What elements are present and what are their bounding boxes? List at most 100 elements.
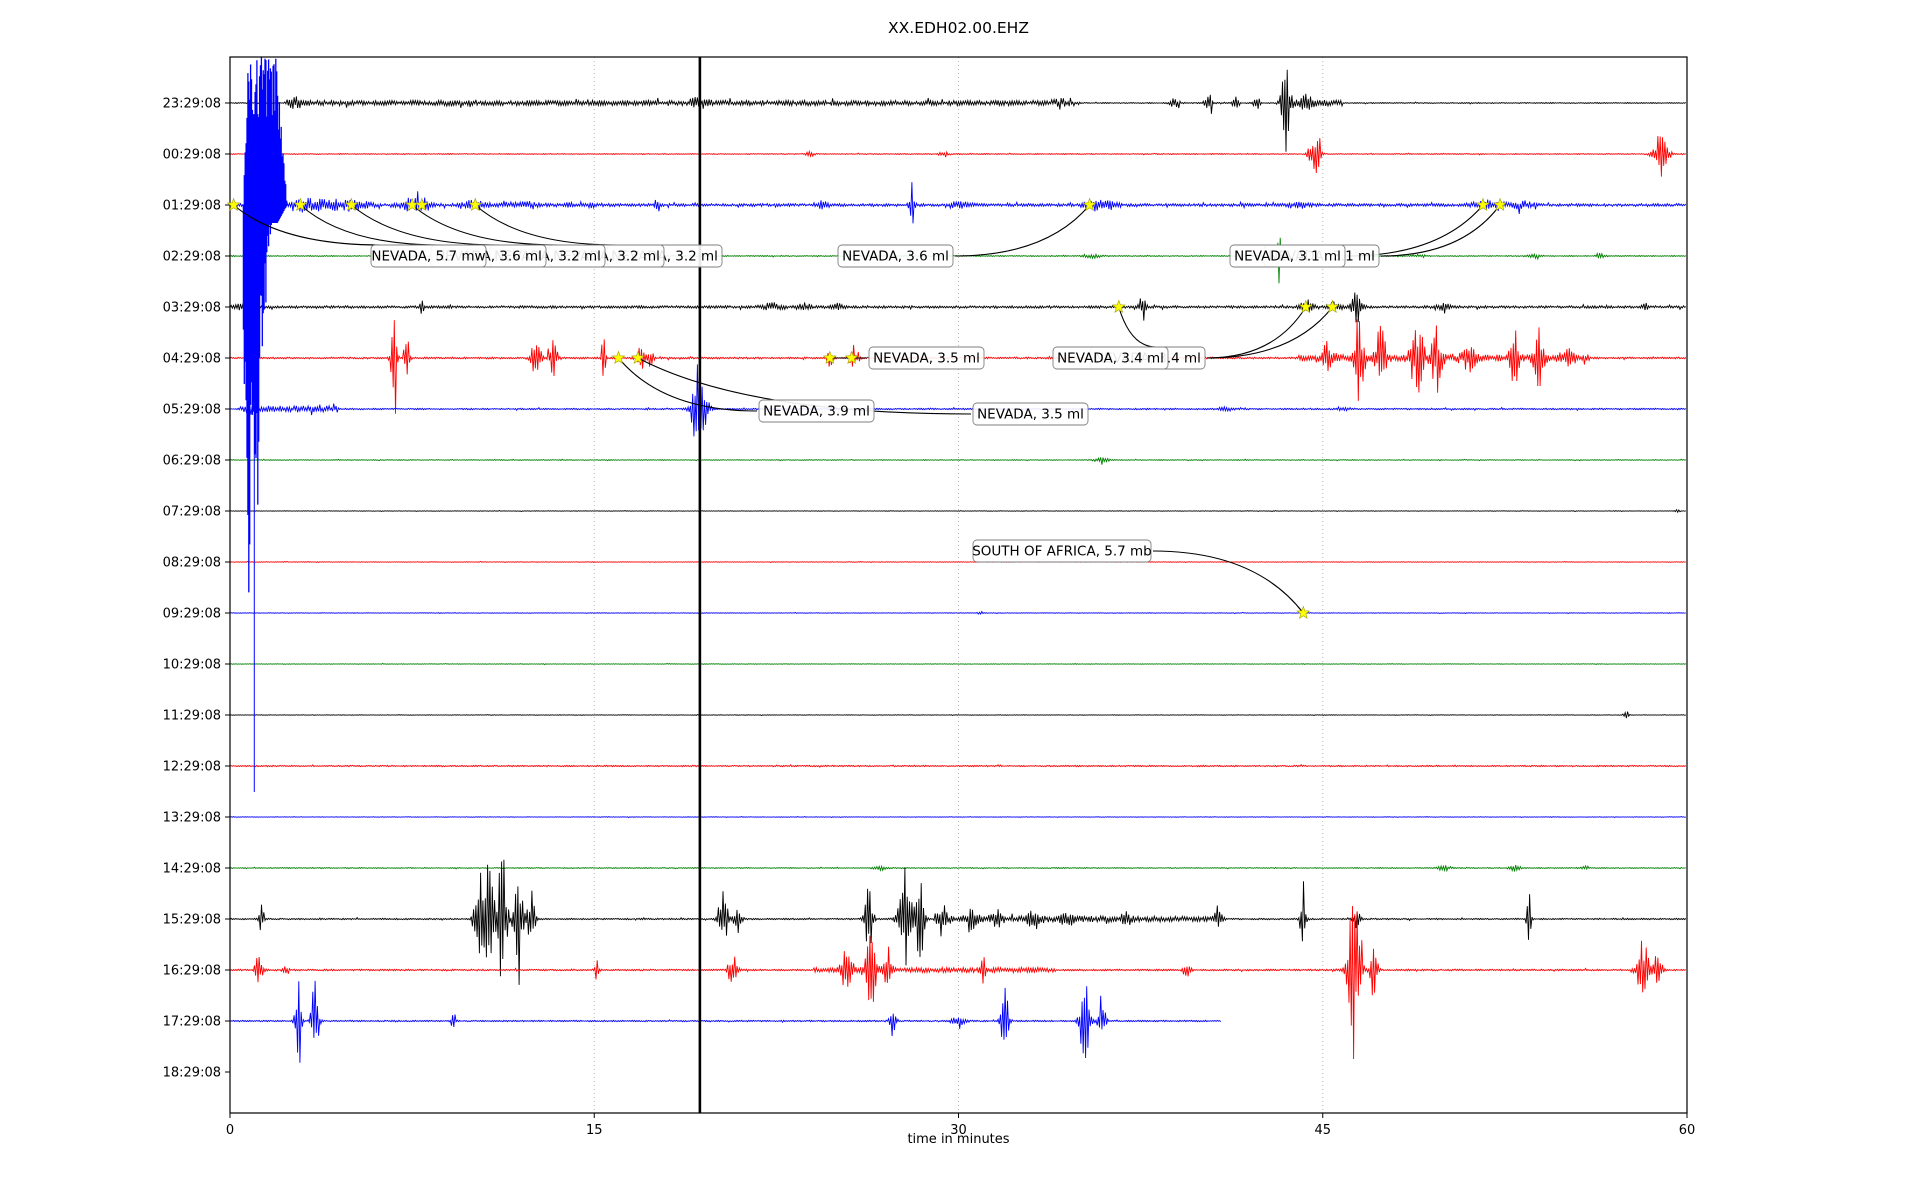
event-label: SOUTH OF AFRICA, 5.7 mb	[972, 539, 1152, 563]
trace-08-29-08	[230, 560, 1686, 564]
leader-line	[300, 204, 442, 246]
leader-line	[1206, 306, 1307, 359]
event-star-marker	[226, 197, 241, 212]
event-star-marker	[844, 350, 859, 365]
event-star-marker	[1475, 197, 1491, 212]
event-label: NEVADA, 3.5 ml	[972, 402, 1089, 426]
y-axis-tick-label: 12:29:08	[163, 760, 221, 775]
event-label-text: NEVADA, 3.1 ml	[1234, 249, 1341, 265]
event-label-text: NEVADA, 3.9 ml	[763, 404, 870, 420]
x-axis-tick-label: 60	[1679, 1123, 1696, 1138]
event-label-text: NEVADA, 3.6 ml	[842, 249, 949, 265]
y-axis-tick-label: 10:29:08	[163, 658, 221, 673]
event-star-marker	[1082, 197, 1097, 212]
trace-23-29-08	[230, 69, 1687, 152]
event-label: NEVADA, 3.5 ml	[868, 346, 985, 370]
x-axis-label: time in minutes	[907, 1132, 1010, 1147]
y-axis-tick-label: 11:29:08	[163, 709, 221, 724]
event-star-marker	[822, 350, 837, 365]
event-label-box	[758, 399, 875, 423]
event-star-marker	[1298, 299, 1313, 314]
y-axis-tick-label: 08:29:08	[163, 556, 221, 571]
grid-lines	[593, 57, 1324, 1113]
leader-line	[351, 204, 501, 246]
trace-12-29-08	[230, 763, 1687, 768]
trace-03-29-08	[230, 292, 1687, 323]
y-axis-tick-label: 00:29:08	[163, 148, 221, 163]
trace-06-29-08	[230, 457, 1686, 465]
event-label-box	[868, 346, 985, 370]
event-label-text: SOUTH OF AFRICA, 5.7 mb	[972, 544, 1152, 560]
trace-16-29-08	[230, 905, 1687, 1060]
leader-line	[1152, 550, 1304, 614]
x-axis-tick-label: 45	[1314, 1123, 1331, 1138]
event-star-marker	[468, 197, 483, 212]
x-axis-tick-label: 0	[226, 1123, 234, 1138]
trace-15-29-08	[230, 859, 1687, 985]
y-axis-tick-label: 04:29:08	[163, 352, 221, 367]
leader-line	[411, 204, 560, 246]
y-axis-tick-label: 09:29:08	[163, 607, 221, 622]
trace-10-29-08	[230, 662, 1686, 666]
x-axis: 0 15 30 45 60	[226, 1113, 1695, 1138]
trace-09-29-08	[230, 610, 1686, 616]
y-axis-tick-label: 05:29:08	[163, 403, 221, 418]
trace-13-29-08	[230, 815, 1686, 819]
event-label-box	[370, 244, 487, 268]
y-axis-tick-label: 01:29:08	[163, 199, 221, 214]
event-label-text: NEVADA, 3.5 ml	[977, 407, 1084, 423]
leader-line	[618, 357, 758, 412]
leader-line	[1206, 306, 1333, 359]
event-star-marker	[630, 350, 645, 365]
y-axis-tick-label: 02:29:08	[163, 250, 221, 265]
event-label-text: NEVADA, 3.4 ml	[1057, 351, 1164, 367]
y-axis-tick-label: 06:29:08	[163, 454, 221, 469]
event-star-marker	[1111, 299, 1126, 314]
event-label-text: NEVADA, 5.7 mw	[371, 249, 485, 265]
leader-line	[1380, 204, 1501, 257]
trace-07-29-08	[230, 508, 1686, 514]
y-axis-tick-label: 16:29:08	[163, 964, 221, 979]
event-label-box	[837, 244, 954, 268]
event-label: NEVADA, 3.6 ml	[837, 244, 954, 268]
event-label-box	[972, 402, 1089, 426]
y-axis-tick-label: 23:29:08	[163, 97, 221, 112]
event-label: NEVADA, 5.7 mw	[370, 244, 487, 268]
trace-00-29-08	[230, 135, 1687, 177]
event-star-marker	[414, 197, 429, 212]
event-star-marker	[1492, 197, 1508, 212]
event-label: NEVADA, 3.4 ml	[1052, 346, 1169, 370]
event-label-box	[1229, 244, 1346, 268]
event-star-marker	[1325, 299, 1340, 314]
leader-line	[233, 204, 382, 246]
large-event-waveform	[242, 57, 288, 792]
event-label: NEVADA, 3.9 ml	[758, 399, 875, 423]
x-axis-tick-label: 15	[586, 1123, 603, 1138]
trace-01-29-08	[230, 182, 1687, 224]
y-axis-tick-label: 14:29:08	[163, 862, 221, 877]
event-label-box	[972, 539, 1152, 563]
event-star-marker	[344, 197, 359, 212]
trace-14-29-08	[230, 864, 1686, 873]
event-label: NEVADA, 3.1 ml	[1229, 244, 1346, 268]
y-axis-tick-label: 17:29:08	[163, 1015, 221, 1030]
event-star-marker	[611, 350, 626, 365]
event-label-text: NEVADA, 3.5 ml	[873, 351, 980, 367]
y-axis: 23:29:08 00:29:08 01:29:08 02:29:08 03:29:08…	[163, 97, 230, 1081]
x-axis-tick-label: 30	[950, 1123, 967, 1138]
chart-title: XX.EDH02.00.EHZ	[888, 19, 1029, 37]
y-axis-tick-label: 15:29:08	[163, 913, 221, 928]
y-axis-tick-label: 18:29:08	[163, 1066, 221, 1081]
leader-line	[474, 204, 618, 246]
event-label-box	[1052, 346, 1169, 370]
y-axis-tick-label: 07:29:08	[163, 505, 221, 520]
trace-17-29-08	[230, 980, 1222, 1063]
y-axis-tick-label: 03:29:08	[163, 301, 221, 316]
trace-05-29-08	[230, 364, 1687, 437]
trace-11-29-08	[230, 710, 1686, 719]
y-axis-tick-label: 13:29:08	[163, 811, 221, 826]
trace-group	[230, 69, 1687, 1063]
